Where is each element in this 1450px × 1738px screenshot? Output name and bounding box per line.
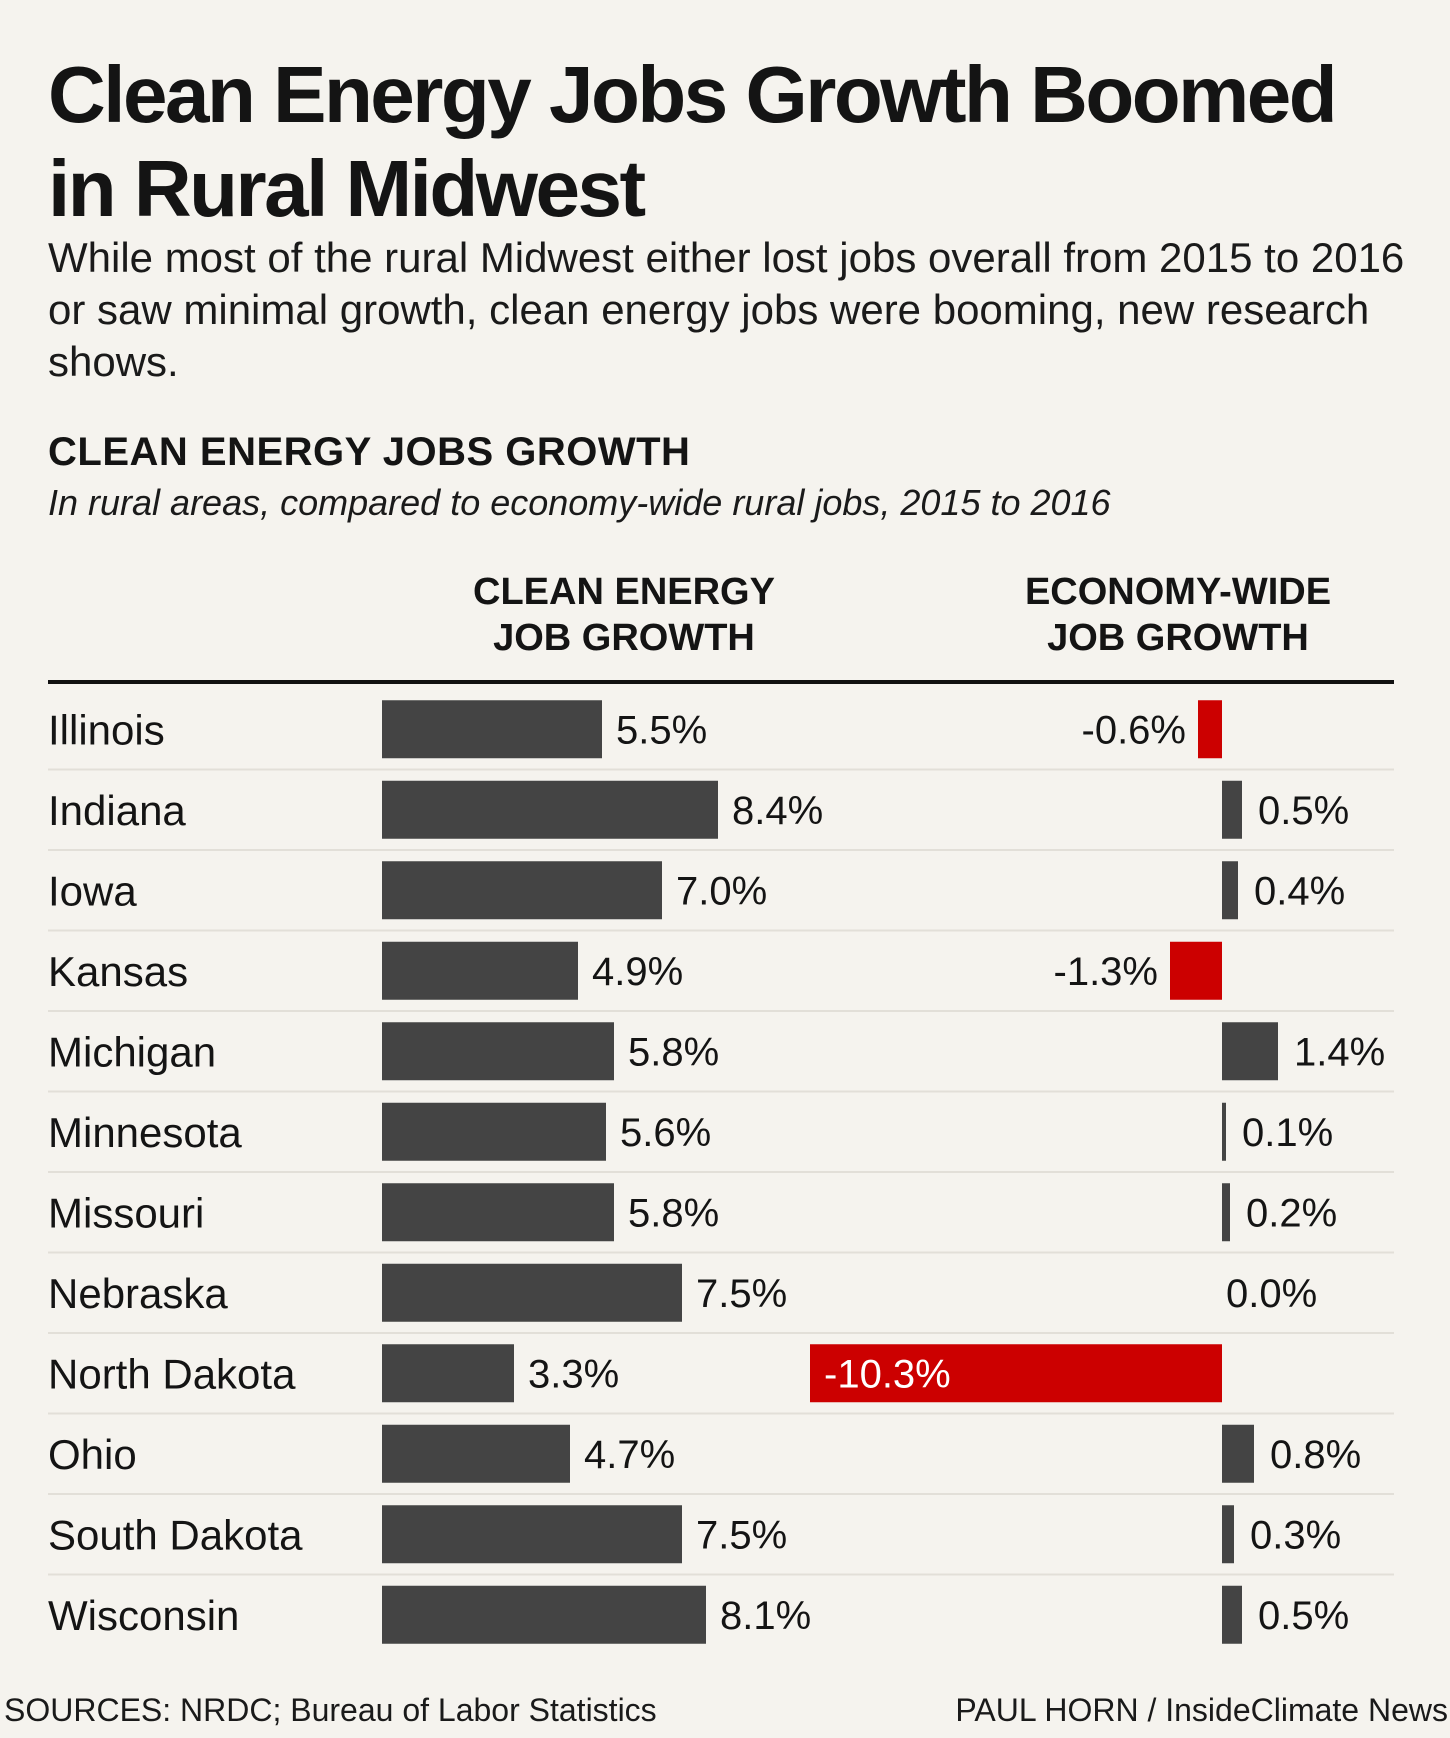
- economy-wide-value-label: 1.4%: [1294, 1030, 1385, 1074]
- economy-wide-value-label: 0.1%: [1242, 1111, 1333, 1155]
- economy-wide-value-label: 0.5%: [1258, 789, 1349, 833]
- category-label: Indiana: [48, 787, 186, 834]
- page-title: Clean Energy Jobs Growth Boomed in Rural…: [48, 50, 1338, 233]
- clean-energy-bar: [382, 1505, 682, 1564]
- clean-energy-value-label: 5.5%: [616, 708, 707, 752]
- column-header-2-line-1: ECONOMY-WIDE: [1025, 571, 1331, 613]
- row-indiana: Indiana 8.4% 0.5%: [48, 780, 1394, 851]
- category-label: North Dakota: [48, 1350, 296, 1397]
- category-label: Iowa: [48, 867, 137, 914]
- row-iowa: Iowa 7.0% 0.4%: [48, 861, 1394, 932]
- economy-wide-value-label: -0.6%: [1082, 708, 1187, 752]
- economy-wide-value-label: 0.0%: [1226, 1272, 1317, 1316]
- category-label: Minnesota: [48, 1109, 242, 1156]
- economy-wide-value-label: 0.2%: [1246, 1191, 1337, 1235]
- category-label: Kansas: [48, 948, 188, 995]
- clean-energy-bar: [382, 1344, 514, 1403]
- row-michigan: Michigan 5.8% 1.4%: [48, 1022, 1394, 1093]
- clean-energy-value-label: 5.8%: [628, 1191, 719, 1235]
- clean-energy-value-label: 8.4%: [732, 789, 823, 833]
- clean-energy-value-label: 8.1%: [720, 1594, 811, 1638]
- category-label: Michigan: [48, 1028, 216, 1075]
- row-kansas: Kansas 4.9% -1.3%: [48, 941, 1394, 1012]
- economy-wide-value-label: 0.4%: [1254, 869, 1345, 913]
- economy-wide-value-label: 0.3%: [1250, 1513, 1341, 1557]
- chart-title: CLEAN ENERGY JOBS GROWTH: [48, 430, 691, 474]
- clean-energy-bar: [382, 1585, 706, 1644]
- economy-wide-bar: [1198, 700, 1222, 759]
- economy-wide-bar: [1222, 1102, 1226, 1161]
- clean-energy-value-label: 5.8%: [628, 1030, 719, 1074]
- clean-energy-value-label: 7.5%: [696, 1513, 787, 1557]
- row-wisconsin: Wisconsin 8.1% 0.5%: [48, 1585, 1349, 1644]
- row-minnesota: Minnesota 5.6% 0.1%: [48, 1102, 1394, 1173]
- category-label: Missouri: [48, 1189, 204, 1236]
- category-label: South Dakota: [48, 1511, 303, 1558]
- clean-energy-value-label: 3.3%: [528, 1352, 619, 1396]
- column-header-1-line-2: JOB GROWTH: [493, 617, 755, 659]
- clean-energy-value-label: 7.0%: [676, 869, 767, 913]
- economy-wide-bar: [1170, 941, 1222, 1000]
- economy-wide-bar: [1222, 780, 1242, 839]
- clean-energy-bar: [382, 1022, 614, 1081]
- clean-energy-bar: [382, 1183, 614, 1242]
- economy-wide-value-label: -1.3%: [1054, 950, 1159, 994]
- row-north-dakota: North Dakota 3.3% -10.3%: [48, 1344, 1394, 1415]
- category-label: Wisconsin: [48, 1592, 239, 1639]
- row-illinois: Illinois 5.5% -0.6%: [48, 700, 1394, 771]
- economy-wide-bar: [1222, 1424, 1254, 1483]
- clean-energy-bar: [382, 1263, 682, 1322]
- clean-energy-bar: [382, 941, 578, 1000]
- row-ohio: Ohio 4.7% 0.8%: [48, 1424, 1394, 1495]
- economy-wide-bar: [1222, 1585, 1242, 1644]
- column-header-1-line-1: CLEAN ENERGY: [473, 571, 775, 613]
- economy-wide-bar: [1222, 861, 1238, 920]
- page-subtitle: While most of the rural Midwest either l…: [48, 234, 1405, 385]
- credit-note: PAUL HORN / InsideClimate News: [955, 1692, 1448, 1728]
- sources-note: SOURCES: NRDC; Bureau of Labor Statistic…: [4, 1692, 657, 1728]
- economy-wide-bar: [810, 1344, 1222, 1403]
- economy-wide-bar: [1222, 1183, 1230, 1242]
- clean-energy-bar: [382, 1424, 570, 1483]
- category-label: Illinois: [48, 706, 165, 753]
- clean-energy-value-label: 7.5%: [696, 1272, 787, 1316]
- economy-wide-value-label: -10.3%: [824, 1352, 951, 1396]
- category-label: Nebraska: [48, 1270, 228, 1317]
- economy-wide-bar: [1222, 1505, 1234, 1564]
- column-header-2-line-2: JOB GROWTH: [1047, 617, 1309, 659]
- clean-energy-bar: [382, 700, 602, 759]
- row-south-dakota: South Dakota 7.5% 0.3%: [48, 1505, 1394, 1576]
- row-nebraska: Nebraska 7.5% 0.0%: [48, 1263, 1394, 1334]
- clean-energy-bar: [382, 1102, 606, 1161]
- economy-wide-value-label: 0.8%: [1270, 1433, 1361, 1477]
- clean-energy-bar: [382, 861, 662, 920]
- chart-subtitle: In rural areas, compared to economy-wide…: [48, 482, 1111, 523]
- economy-wide-value-label: 0.5%: [1258, 1594, 1349, 1638]
- category-label: Ohio: [48, 1431, 137, 1478]
- clean-energy-value-label: 4.9%: [592, 950, 683, 994]
- row-missouri: Missouri 5.8% 0.2%: [48, 1183, 1394, 1254]
- clean-energy-value-label: 5.6%: [620, 1111, 711, 1155]
- clean-energy-bar: [382, 780, 718, 839]
- clean-energy-value-label: 4.7%: [584, 1433, 675, 1477]
- economy-wide-bar: [1222, 1022, 1278, 1081]
